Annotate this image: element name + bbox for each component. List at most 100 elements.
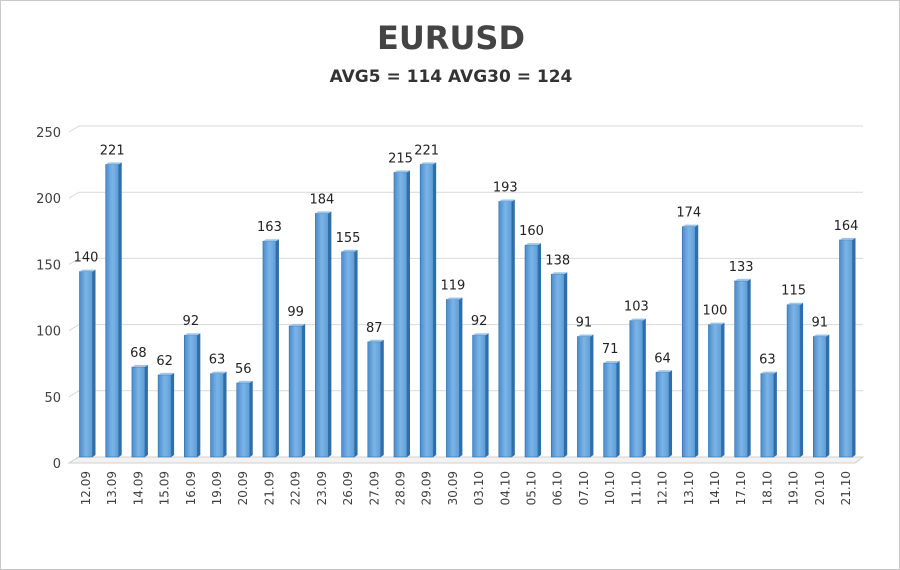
bar-top xyxy=(315,211,332,214)
y-tick-label: 200 xyxy=(36,192,61,207)
bar-side xyxy=(721,322,725,457)
bar xyxy=(419,164,434,458)
x-tick-label: 20.09 xyxy=(236,471,250,505)
bar xyxy=(131,366,146,458)
bar-top xyxy=(603,360,620,363)
y-tick-label: 50 xyxy=(44,391,61,406)
bar-side xyxy=(642,318,646,457)
bar xyxy=(210,373,224,458)
x-tick-label: 13.10 xyxy=(682,471,696,505)
data-label: 184 xyxy=(309,192,334,207)
bar xyxy=(812,336,827,458)
bar-side xyxy=(773,371,777,457)
x-tick-label: 29.09 xyxy=(420,471,434,505)
bar-top xyxy=(158,372,175,375)
bar-top xyxy=(236,380,253,383)
bar-top xyxy=(472,333,489,336)
x-tick-label: 19.09 xyxy=(210,471,224,505)
bar-top xyxy=(551,272,568,275)
bar-top xyxy=(760,371,777,374)
bar xyxy=(79,271,93,458)
x-tick-label: 06.10 xyxy=(551,471,565,505)
gridline xyxy=(68,191,863,199)
bar-side xyxy=(564,272,568,457)
bar xyxy=(760,373,775,458)
bar xyxy=(577,336,591,458)
bar-side xyxy=(616,360,620,457)
bar xyxy=(550,273,565,458)
bar-top xyxy=(131,364,148,367)
chart-floor xyxy=(67,456,865,464)
data-label: 56 xyxy=(235,362,252,377)
bar-side xyxy=(144,364,148,457)
bar-top xyxy=(105,162,122,165)
bar xyxy=(839,239,853,458)
bar-side xyxy=(800,302,804,457)
data-label: 92 xyxy=(471,314,488,329)
gridline xyxy=(68,324,863,332)
data-label: 63 xyxy=(209,353,226,368)
bar-side xyxy=(538,243,542,457)
bar xyxy=(472,334,486,458)
bar-side xyxy=(406,170,410,457)
x-tick-label: 05.10 xyxy=(525,471,539,505)
bar-top xyxy=(393,170,410,173)
data-label: 119 xyxy=(440,278,465,293)
data-label: 221 xyxy=(100,143,125,158)
bar xyxy=(288,325,303,458)
bar-top xyxy=(289,323,306,326)
x-tick-label: 12.09 xyxy=(79,471,93,505)
chart-subtitle: AVG5 = 114 AVG30 = 124 xyxy=(329,67,573,87)
data-label: 87 xyxy=(366,321,383,336)
data-label: 91 xyxy=(812,316,829,331)
bar-side xyxy=(380,339,384,457)
data-label: 63 xyxy=(759,353,776,368)
x-tick-label: 20.10 xyxy=(813,471,827,505)
bar-side xyxy=(852,237,856,457)
data-label: 64 xyxy=(654,351,671,366)
x-tick-label: 30.09 xyxy=(446,471,460,505)
x-tick-label: 14.09 xyxy=(131,471,145,505)
gridline xyxy=(68,257,863,265)
x-tick-label: 10.10 xyxy=(603,471,617,505)
x-tick-label: 18.10 xyxy=(760,471,774,505)
bar-side xyxy=(354,249,358,457)
x-tick-label: 19.10 xyxy=(787,471,801,505)
bar-top xyxy=(446,297,463,300)
bar-side xyxy=(747,278,751,457)
gridline xyxy=(68,125,863,133)
bar-top xyxy=(656,370,673,373)
bar xyxy=(184,334,198,458)
bar-top xyxy=(813,334,830,337)
bar-top xyxy=(839,237,856,240)
data-label: 92 xyxy=(183,314,200,329)
bar-top xyxy=(79,269,96,272)
x-tick-label: 12.10 xyxy=(656,471,670,505)
data-label: 68 xyxy=(130,346,147,361)
chart-title: EURUSD xyxy=(376,19,526,57)
bar-side xyxy=(302,323,306,457)
bar-side xyxy=(511,199,515,457)
x-tick-label: 11.10 xyxy=(629,471,643,505)
bar xyxy=(734,280,748,458)
bar-top xyxy=(787,302,804,305)
bar-side xyxy=(328,211,332,457)
x-tick-label: 17.10 xyxy=(734,471,748,505)
data-label: 160 xyxy=(519,224,544,239)
bar-side xyxy=(459,297,463,457)
bar-side xyxy=(826,334,830,457)
x-tick-label: 03.10 xyxy=(472,471,486,505)
x-tick-label: 07.10 xyxy=(577,471,591,505)
bar-side xyxy=(695,224,699,457)
bar-side xyxy=(590,334,594,457)
bar xyxy=(786,304,801,458)
bar-top xyxy=(682,224,699,227)
data-label: 115 xyxy=(781,284,806,299)
bar-top xyxy=(577,334,594,337)
bar-top xyxy=(420,162,437,165)
x-tick-label: 04.10 xyxy=(498,471,512,505)
bar xyxy=(655,371,670,458)
x-tick-label: 21.10 xyxy=(839,471,853,505)
